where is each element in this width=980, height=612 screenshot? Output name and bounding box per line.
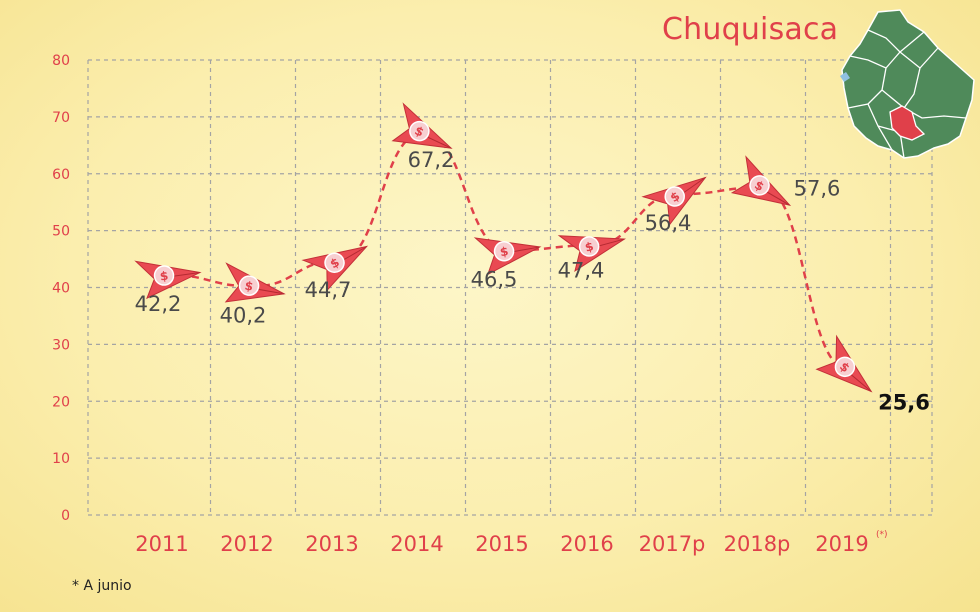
data-label: 47,4 <box>558 258 605 282</box>
footnote: * A junio <box>72 578 132 594</box>
map-border <box>903 107 967 119</box>
data-point-marker: $ <box>391 102 453 149</box>
data-label: 46,5 <box>471 268 518 292</box>
data-label: 44,7 <box>305 278 352 302</box>
data-point-marker: $ <box>134 260 202 300</box>
data-point-marker: $ <box>473 237 542 276</box>
x-tick-label: 2014 <box>390 532 443 556</box>
data-label: 67,2 <box>408 148 455 172</box>
map-border <box>881 67 921 109</box>
map-border <box>847 67 887 109</box>
data-label: 57,6 <box>794 176 841 200</box>
bolivia-map <box>840 9 975 159</box>
x-tick-label: 2012 <box>220 532 273 556</box>
y-tick-label: 40 <box>52 281 70 297</box>
dollar-sign-icon: $ <box>159 269 169 284</box>
data-point-marker: $ <box>815 334 873 393</box>
x-tick-label: 2011 <box>135 532 188 556</box>
x-tick-label: 2018p <box>724 532 791 556</box>
dollar-sign-icon: $ <box>244 279 255 294</box>
coin-icon <box>664 186 685 207</box>
coin-icon <box>578 236 600 257</box>
data-label: 25,6 <box>878 390 930 414</box>
data-labels: 42,2 40,2 44,7 67,2 46,5 47,4 56,4 57,6 25,6 <box>135 148 930 415</box>
map-lake <box>840 72 850 82</box>
chart-title: Chuquisaca <box>662 12 839 47</box>
y-tick-label: 20 <box>52 394 70 410</box>
y-tick-label: 10 <box>52 451 70 467</box>
map-highlight-chuquisaca <box>889 105 926 141</box>
y-tick-label: 60 <box>52 167 70 183</box>
markers: $ $ $ $ $ $ $ $ $ <box>134 102 873 393</box>
x-tick-label: 2013 <box>305 532 358 556</box>
dollar-sign-icon: $ <box>499 244 510 259</box>
coin-icon <box>324 252 345 274</box>
data-point-marker: $ <box>301 245 369 292</box>
x-tick-label: 2019 <box>815 532 868 556</box>
coin-icon <box>409 120 430 142</box>
data-label: 40,2 <box>220 303 267 327</box>
y-tick-label: 0 <box>61 508 70 524</box>
coin-icon <box>153 265 175 286</box>
grid <box>87 59 933 516</box>
x-tick-label: 2016 <box>560 532 613 556</box>
x-tick-superscript: (*) <box>876 530 888 540</box>
data-point-marker: $ <box>730 155 792 206</box>
x-tick-label: 2015 <box>475 532 528 556</box>
data-point-marker: $ <box>641 176 707 226</box>
coin-icon <box>749 175 770 196</box>
coin-icon <box>493 240 515 262</box>
y-tick-label: 30 <box>52 337 70 353</box>
y-tick-label: 80 <box>52 53 70 69</box>
map-border <box>867 29 925 53</box>
x-tick-label: 2017p <box>639 532 706 556</box>
dollar-sign-icon: $ <box>583 239 595 255</box>
x-axis: 2011 2012 2013 2014 2015 2016 2017p 2018p 2019 (*… <box>135 530 887 556</box>
data-point-marker: $ <box>557 235 627 273</box>
series-line <box>167 131 849 371</box>
data-label: 42,2 <box>135 292 182 316</box>
data-label: 56,4 <box>645 211 692 235</box>
coin-icon <box>238 275 260 296</box>
map-border <box>849 47 939 69</box>
coin-icon <box>834 356 856 378</box>
data-point-marker: $ <box>224 262 286 303</box>
y-axis: 0 10 20 30 40 50 60 70 80 <box>52 53 70 524</box>
y-tick-label: 50 <box>52 224 70 240</box>
y-tick-label: 70 <box>52 110 70 126</box>
